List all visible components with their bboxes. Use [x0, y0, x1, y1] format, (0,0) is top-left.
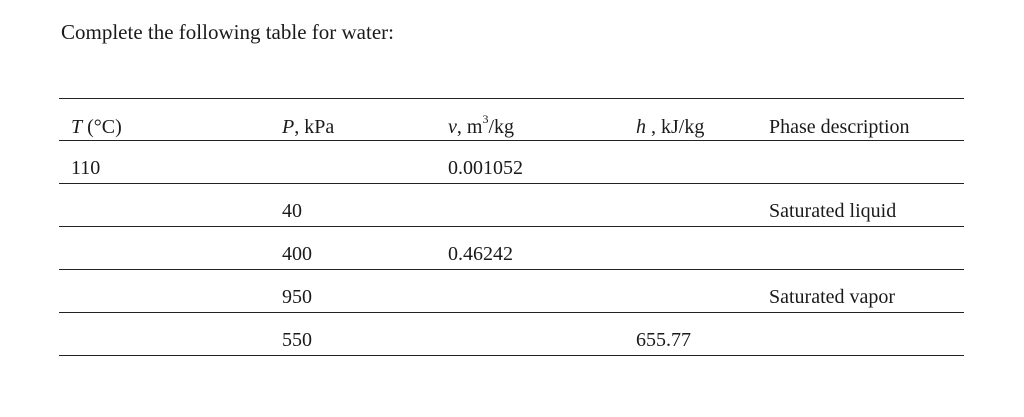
- table-row: 950 Saturated vapor: [59, 270, 964, 313]
- cell-specific-volume: 0.46242: [448, 243, 513, 265]
- header-temperature-unit: (°C): [82, 116, 122, 138]
- header-temperature-symbol: T: [71, 116, 83, 138]
- table-top-rule: [59, 98, 964, 99]
- header-specific-volume: v, m3/kg: [448, 113, 515, 138]
- header-volume-unit-post: /kg: [488, 116, 515, 138]
- table-row: 550 655.77: [59, 313, 964, 356]
- header-volume-unit-pre: , m: [456, 116, 483, 138]
- water-properties-table: T (°C) P, kPa v, m3/kg h , kJ/kg Phase d…: [59, 98, 964, 356]
- header-enthalpy: h , kJ/kg: [636, 116, 704, 138]
- cell-pressure: 400: [282, 243, 312, 265]
- header-temperature: T (°C): [71, 116, 122, 138]
- header-pressure: P, kPa: [282, 116, 334, 138]
- header-volume-unit-exponent: 3: [482, 112, 489, 127]
- cell-pressure: 550: [282, 329, 312, 351]
- header-enthalpy-symbol: h: [636, 116, 646, 138]
- header-volume-symbol: v: [448, 116, 457, 138]
- cell-enthalpy: 655.77: [636, 329, 691, 351]
- cell-phase: Saturated vapor: [769, 286, 896, 308]
- header-enthalpy-unit: , kJ/kg: [646, 116, 705, 138]
- table-row: 400 0.46242: [59, 227, 964, 270]
- cell-temperature: 110: [71, 157, 101, 179]
- header-pressure-symbol: P: [282, 116, 295, 138]
- table-row: 110 0.001052: [59, 141, 964, 184]
- table-header-row: T (°C) P, kPa v, m3/kg h , kJ/kg Phase d…: [59, 99, 964, 141]
- cell-specific-volume: 0.001052: [448, 157, 523, 179]
- cell-pressure: 40: [282, 200, 302, 222]
- header-pressure-unit: , kPa: [294, 116, 335, 138]
- header-phase-description: Phase description: [769, 116, 910, 138]
- problem-statement: Complete the following table for water:: [61, 20, 394, 44]
- cell-pressure: 950: [282, 286, 312, 308]
- table-row: 40 Saturated liquid: [59, 184, 964, 227]
- cell-phase: Saturated liquid: [769, 200, 897, 222]
